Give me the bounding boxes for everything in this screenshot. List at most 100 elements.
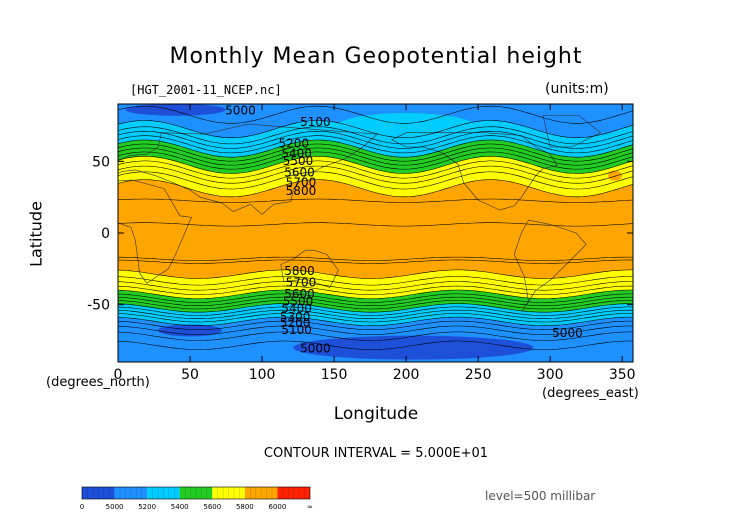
contour-line-5050 [118, 331, 633, 341]
contour-label: 5300 [280, 310, 311, 324]
colorbar-bin [212, 487, 245, 499]
contour-line-5500 [118, 296, 633, 306]
north-pacific-trough [336, 112, 477, 141]
contour-label: 5400 [281, 147, 312, 161]
contour-line-5860 [118, 256, 633, 261]
colorbar-tick-label: 5200 [138, 503, 156, 511]
contour-label: 5600 [284, 287, 315, 301]
atlantic-ridge-cell [607, 170, 622, 181]
colorbar: 0 5000 5200 5400 5600 5800 6000 ∞ [80, 486, 313, 511]
x-unit-label: (degrees_east) [542, 386, 639, 401]
colorbar-tick-label: 5800 [236, 503, 254, 511]
contour-line-5850 [118, 259, 633, 264]
coastline-0 [118, 179, 192, 284]
contour-label: 5600 [284, 165, 315, 179]
colorbar-tick-label: ∞ [307, 503, 313, 511]
contour-line-5250 [118, 313, 633, 323]
contour-label: 5800 [284, 264, 315, 278]
contour-line-5870 [118, 222, 633, 227]
y-tick-label: 0 [101, 226, 110, 242]
band-5800 [118, 179, 633, 279]
contour-line-5400 [118, 139, 633, 158]
x-tick-label: 150 [321, 367, 348, 383]
contour-label: 5500 [283, 294, 314, 308]
contour-line-5650 [118, 160, 633, 179]
colorbar-tick-label: 5000 [106, 503, 124, 511]
coastline-2 [280, 249, 339, 288]
contour-line-5200 [118, 120, 633, 138]
y-tick-label: 50 [92, 154, 110, 170]
colorbar-bin [82, 487, 115, 499]
contour-line-5600 [118, 289, 633, 299]
contour-line-5350 [118, 306, 633, 316]
contour-line-5800 [118, 269, 633, 279]
contour-label: 5400 [281, 301, 312, 315]
contour-label: 5700 [286, 175, 317, 189]
contour-line-5850 [118, 198, 633, 203]
contour-line-5700 [118, 281, 633, 291]
x-axis-label: Longitude [333, 404, 419, 424]
contour-line-5550 [118, 293, 633, 303]
contour-line-5650 [118, 285, 633, 295]
contour-line-5250 [118, 126, 633, 145]
contour-label: 5100 [300, 115, 331, 129]
contour-line-5600 [118, 156, 633, 174]
colorbar-tick-label: 6000 [269, 503, 287, 511]
contour-label: 5200 [280, 316, 311, 330]
axes-layer: 0 50 100 150 200 250 300 350 50 0 -50 [87, 104, 636, 383]
contour-line-5400 [118, 303, 633, 313]
antarctic-low-region-west [158, 324, 223, 337]
colorbar-bin [277, 487, 310, 499]
contour-line-5550 [118, 151, 633, 170]
x-tick-label: 100 [249, 367, 276, 383]
coastline-3 [513, 219, 587, 312]
colorbar-bin [179, 487, 213, 499]
contour-line-5150 [118, 105, 633, 124]
x-tick-label: 300 [537, 367, 564, 383]
x-tick-label: 50 [181, 367, 199, 383]
contour-line-5300 [118, 309, 633, 319]
colorbar-bin [147, 487, 180, 499]
colorbar-tick-label: 5600 [203, 503, 221, 511]
contour-label: 5000 [300, 342, 331, 356]
x-tick-label: 350 [609, 367, 636, 383]
contour-line-5200 [118, 316, 633, 326]
contour-label: 5500 [283, 154, 314, 168]
contour-line-5450 [118, 300, 633, 310]
colorbar-bin [244, 487, 278, 499]
contour-fill-layer [118, 104, 633, 362]
contour-interval-label: CONTOUR INTERVAL = 5.000E+01 [263, 446, 489, 461]
coastline-5 [542, 115, 602, 148]
y-unit-label: (degrees_north) [46, 375, 150, 390]
contour-line-5800 [118, 179, 633, 198]
contour-label-layer: 5000510052005400550056005700580058005700… [225, 104, 583, 356]
contour-label: 5200 [278, 137, 309, 151]
contour-line-5750 [118, 171, 633, 190]
x-tick-label: 200 [393, 367, 420, 383]
contour-line-5350 [118, 135, 633, 154]
chart-title: Monthly Mean Geopotential height [169, 44, 583, 69]
contour-line-layer [118, 105, 633, 350]
contour-line-5150 [118, 320, 633, 330]
x-tick-label: 250 [465, 367, 492, 383]
file-label: [HGT_2001-11_NCEP.nc] [130, 83, 282, 97]
colorbar-bin [114, 487, 148, 499]
contour-line-5450 [118, 143, 633, 162]
coastline-1 [118, 123, 379, 215]
colorbar-frame [81, 486, 311, 500]
contour-line-5750 [118, 276, 633, 286]
contour-line-5500 [118, 147, 633, 166]
x-tick-label: 0 [114, 367, 123, 383]
contour-label: 5100 [281, 323, 312, 337]
units-label: (units:m) [545, 81, 609, 97]
level-label: level=500 millibar [485, 489, 596, 503]
contour-label: 5000 [225, 104, 256, 118]
contour-line-5300 [118, 130, 633, 149]
contour-line-5100 [118, 325, 633, 335]
arctic-low-region [125, 104, 226, 116]
y-tick-label: -50 [87, 298, 110, 314]
contour-label: 5700 [286, 276, 317, 290]
contour-line-5000 [118, 340, 633, 350]
colorbar-tick-label: 5400 [171, 503, 189, 511]
